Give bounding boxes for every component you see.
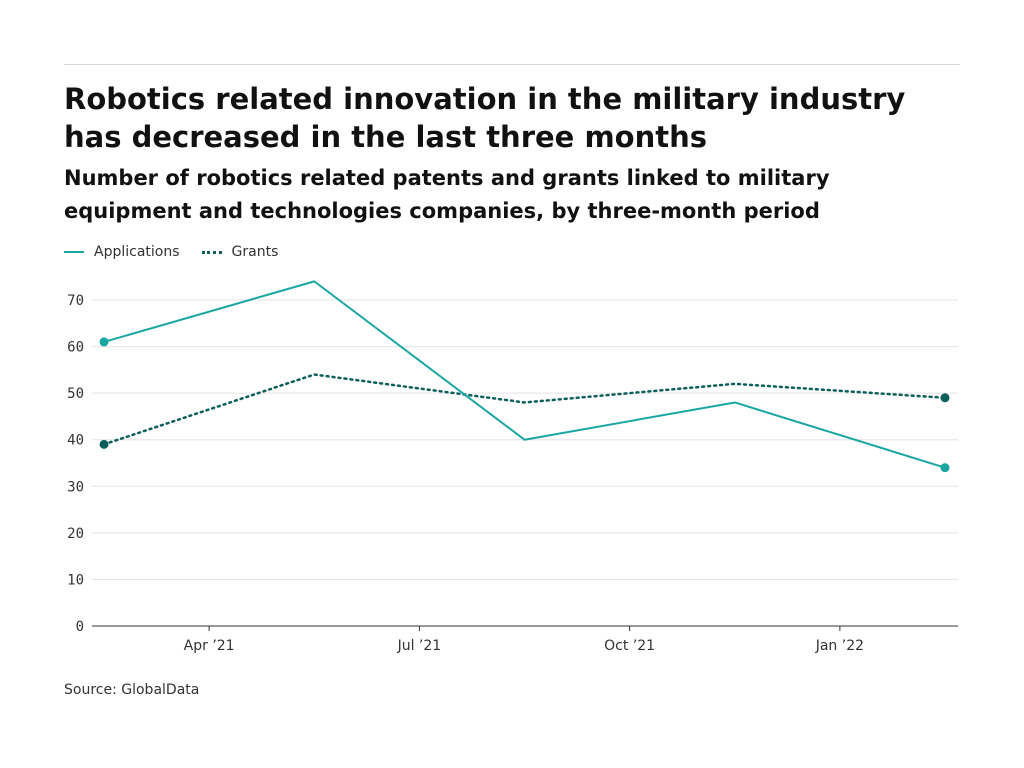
legend-swatch-applications xyxy=(64,251,84,253)
data-point-applications-0 xyxy=(99,337,109,347)
y-tick-label-70: 70 xyxy=(67,293,84,309)
x-tick-label-1: Jul ’21 xyxy=(397,638,442,654)
y-tick-label-30: 30 xyxy=(67,479,84,495)
y-tick-label-60: 60 xyxy=(67,340,84,356)
legend-label-applications: Applications xyxy=(94,244,180,260)
y-tick-label-10: 10 xyxy=(67,572,84,588)
series-line-applications xyxy=(103,280,946,469)
source-note: Source: GlobalData xyxy=(64,682,200,698)
y-tick-label-0: 0 xyxy=(76,619,84,635)
x-tick-label-3: Jan ’22 xyxy=(815,638,864,654)
data-point-grants-0 xyxy=(99,439,109,449)
legend-label-grants: Grants xyxy=(231,244,279,260)
chart-subtitle: Number of robotics related patents and g… xyxy=(64,166,830,223)
data-point-grants-4 xyxy=(940,393,950,403)
legend-item-applications: Applications xyxy=(64,244,180,260)
x-tick-label-0: Apr ’21 xyxy=(184,638,235,654)
y-tick-label-40: 40 xyxy=(67,433,84,449)
legend: Applications Grants xyxy=(64,242,300,262)
y-tick-label-20: 20 xyxy=(67,526,84,542)
legend-swatch-grants xyxy=(201,250,222,254)
y-tick-label-50: 50 xyxy=(67,386,84,402)
x-tick-label-2: Oct ’21 xyxy=(604,638,655,654)
legend-item-grants: Grants xyxy=(201,244,279,260)
chart-title: Robotics related innovation in the milit… xyxy=(64,82,906,154)
data-point-applications-4 xyxy=(940,463,950,473)
top-divider xyxy=(64,64,960,65)
series-line-grants xyxy=(102,373,947,446)
